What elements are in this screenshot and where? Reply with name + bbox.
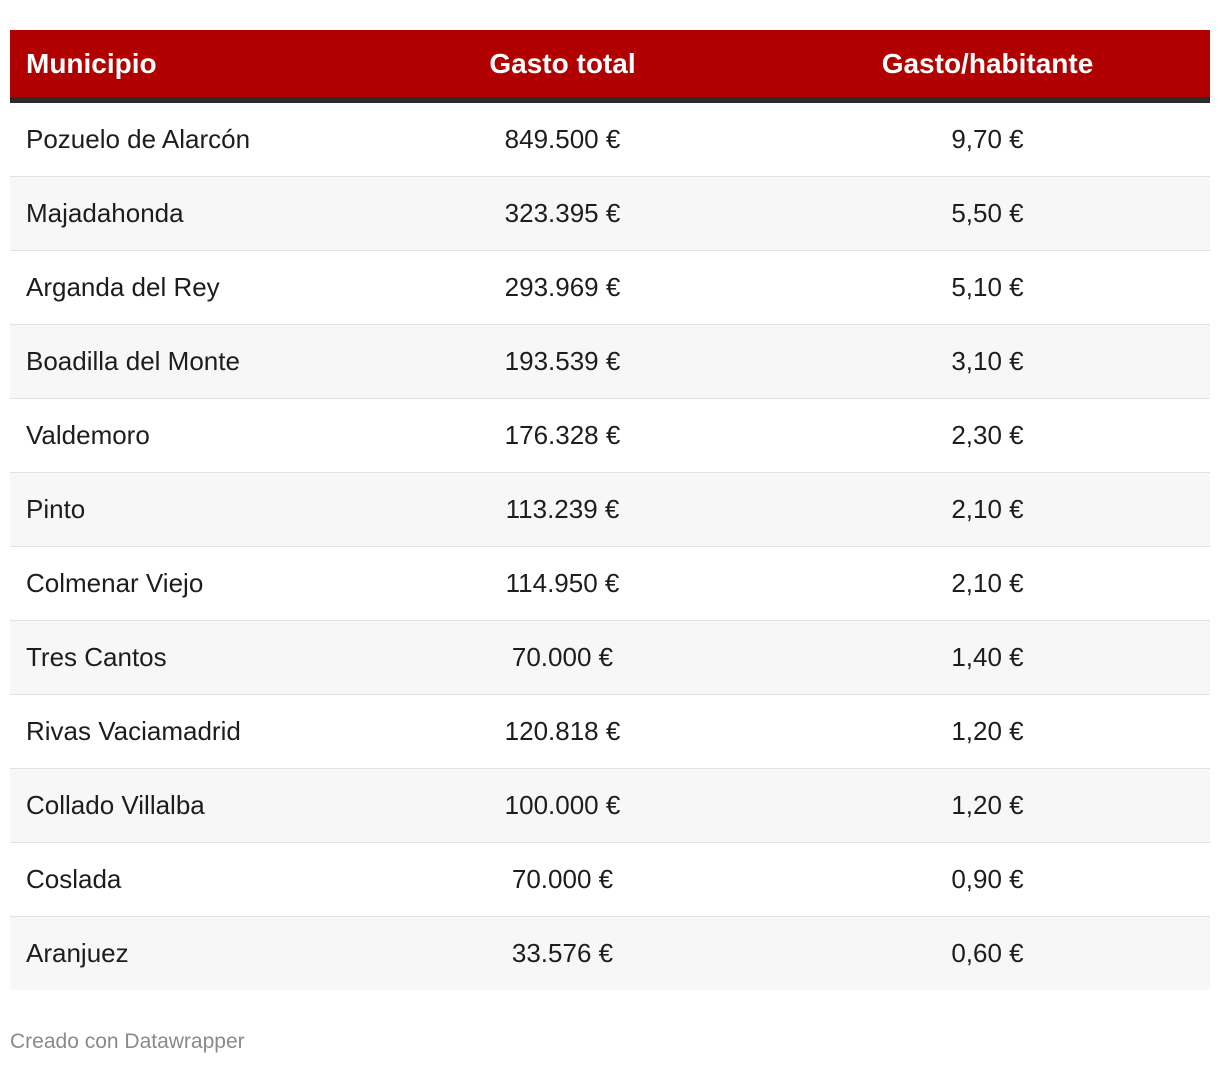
cell-gasto-habitante: 1,40 € [765, 620, 1210, 695]
cell-gasto-habitante: 0,60 € [951, 938, 1024, 968]
cell-municipio: Majadahonda [10, 176, 360, 251]
data-table: Municipio Gasto total Gasto/habitante Po… [10, 30, 1210, 990]
table-header-row: Municipio Gasto total Gasto/habitante [10, 30, 1210, 103]
data-table-container: Municipio Gasto total Gasto/habitante Po… [10, 30, 1210, 990]
cell-municipio: Boadilla del Monte [10, 324, 360, 399]
cell-gasto-habitante: 3,10 € [765, 324, 1210, 399]
cell-gasto-habitante: 5,10 € [765, 250, 1210, 325]
table-row: Arganda del Rey 293.969 €5,10 € [10, 250, 1210, 325]
column-header-gasto-habitante[interactable]: Gasto/habitante [765, 30, 1210, 103]
cell-gasto-total: 70.000 € [360, 842, 765, 917]
cell-gasto-total: 849.500 € [360, 100, 765, 177]
cell-gasto-total: 176.328 € [360, 398, 765, 473]
cell-gasto-total: 293.969 € [360, 250, 765, 325]
cell-municipio: Collado Villalba [10, 768, 360, 843]
table-row: Coslada 70.000 €0,90 € [10, 842, 1210, 917]
cell-municipio: Pozuelo de Alarcón [10, 100, 360, 177]
cell-gasto-total: 114.950 € [360, 546, 765, 621]
table-row: Boadilla del Monte 193.539 €3,10 € [10, 324, 1210, 399]
table-row: Pinto 113.239 €2,10 € [10, 472, 1210, 547]
cell-municipio: Colmenar Viejo [10, 546, 360, 621]
cell-municipio: Coslada [10, 842, 360, 917]
datawrapper-credit: Creado con Datawrapper [10, 1030, 245, 1053]
table-row: Pozuelo de Alarcón 849.500 €9,70 € [10, 100, 1210, 177]
cell-gasto-habitante: 1,20 € [765, 694, 1210, 769]
table-row: Tres Cantos 70.000 €1,40 € [10, 620, 1210, 695]
cell-municipio: Rivas Vaciamadrid [10, 694, 360, 769]
cell-gasto-habitante: 0,90 € [765, 842, 1210, 917]
cell-gasto-habitante: 5,50 € [765, 176, 1210, 251]
cell-gasto-total: 100.000 € [360, 768, 765, 843]
cell-gasto-habitante: 2,10 € [765, 546, 1210, 621]
cell-gasto-total: 323.395 € [360, 176, 765, 251]
cell-municipio: Tres Cantos [10, 620, 360, 695]
table-row: Rivas Vaciamadrid 120.818 €1,20 € [10, 694, 1210, 769]
cell-municipio: Pinto [10, 472, 360, 547]
table-body: Pozuelo de Alarcón 849.500 €9,70 € Majadah… [10, 100, 1210, 990]
cell-gasto-total: 193.539 € [360, 324, 765, 399]
cell-municipio: Arganda del Rey [10, 250, 360, 325]
cell-gasto-total: 33.576 € [511, 938, 614, 968]
table-row: Valdemoro 176.328 €2,30 € [10, 398, 1210, 473]
table-row: Aranjuez 33.576 € 0,60 € [10, 916, 1210, 990]
cell-gasto-total: 70.000 € [360, 620, 765, 695]
table-row: Collado Villalba 100.000 €1,20 € [10, 768, 1210, 843]
cell-gasto-habitante: 2,10 € [765, 472, 1210, 547]
cell-gasto-total: 113.239 € [360, 472, 765, 547]
column-header-gasto-total[interactable]: Gasto total [360, 30, 765, 103]
cell-municipio: Valdemoro [10, 398, 360, 473]
cell-gasto-habitante: 1,20 € [765, 768, 1210, 843]
cell-municipio: Aranjuez [26, 938, 129, 968]
cell-gasto-habitante: 2,30 € [765, 398, 1210, 473]
cell-gasto-habitante: 9,70 € [765, 100, 1210, 177]
cell-gasto-total: 120.818 € [360, 694, 765, 769]
column-header-municipio[interactable]: Municipio [10, 30, 360, 103]
table-row: Majadahonda 323.395 €5,50 € [10, 176, 1210, 251]
table-row: Colmenar Viejo 114.950 €2,10 € [10, 546, 1210, 621]
